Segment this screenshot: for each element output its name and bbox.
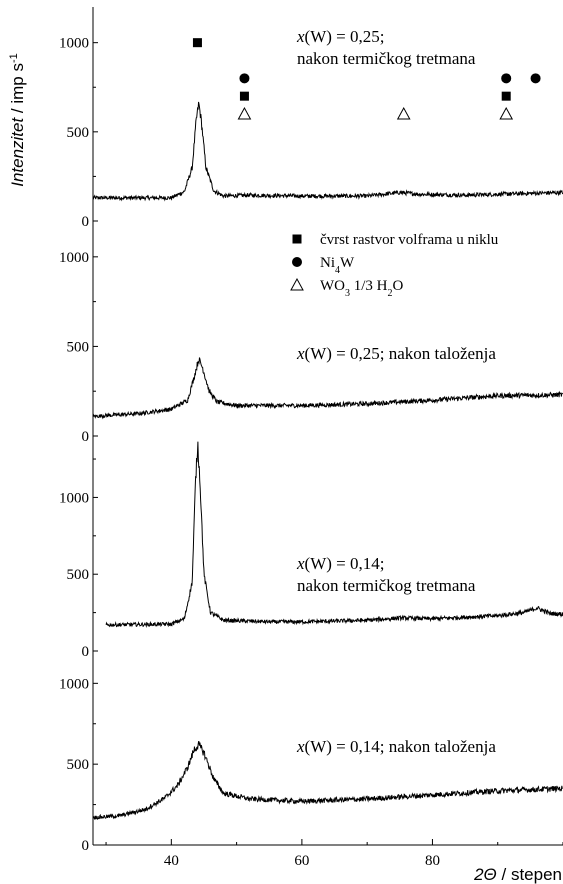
series-line [105, 441, 563, 628]
panel-1: 0 500 1000 x(W) = 0,25; nakon termičkog tret… [59, 7, 563, 230]
x-axis-label: 2Θ / stepen [473, 865, 562, 884]
legend-label: čvrst rastvor volframa u niklu [320, 232, 499, 248]
y-tick-label: 1000 [59, 490, 89, 506]
phase-marker-square [192, 38, 202, 48]
legend-label: Ni4W [320, 255, 355, 276]
sample-label: x(W) = 0,25; nakon taloženja [296, 344, 496, 363]
y-tick-label: 0 [82, 838, 90, 854]
x-tick-label: 80 [425, 853, 440, 869]
sample-label: x(W) = 0,14; nakon taloženja [296, 737, 496, 756]
sample-label: x(W) = 0,25; [296, 27, 384, 46]
phase-marker-triangle [396, 106, 411, 120]
x-tick-label: 60 [294, 853, 309, 869]
sample-label: x(W) = 0,14; [296, 554, 384, 573]
phase-marker-circle [239, 73, 250, 84]
panel-3: 0 500 1000 x(W) = 0,14; nakon termičkog tret… [59, 436, 563, 660]
y-tick-label: 1000 [59, 36, 89, 52]
phase-marker-circle [501, 73, 512, 84]
legend-marker-square [292, 234, 302, 244]
y-tick-label: 1000 [59, 676, 89, 692]
y-tick-label: 1000 [59, 250, 89, 266]
x-tick-label: 40 [164, 853, 179, 869]
y-tick-label: 500 [67, 125, 90, 141]
panel-2: 0 500 1000 x(W) = 0,25; nakon taloženja čvrs… [59, 221, 563, 445]
y-tick-label: 0 [82, 644, 90, 660]
y-tick-label: 500 [67, 567, 90, 583]
phase-marker-circle [530, 73, 541, 84]
series-line [92, 740, 563, 821]
y-tick-label: 500 [67, 339, 90, 355]
chart-panels: 0 500 1000 x(W) = 0,25; nakon termičkog tret… [59, 7, 563, 854]
legend-marker-triangle [290, 277, 304, 291]
y-tick-label: 0 [82, 214, 90, 230]
y-axis-label: Intenzitet / imp s-1 [8, 53, 27, 187]
phase-marker-triangle [499, 106, 514, 120]
phase-marker-square [501, 91, 511, 101]
y-tick-label: 0 [82, 429, 90, 445]
legend-marker-circle [292, 257, 302, 267]
phase-marker-square [239, 91, 249, 101]
sample-label: nakon termičkog tretmana [297, 49, 476, 68]
x-axis: 40 60 80 [93, 839, 563, 869]
y-tick-label: 500 [67, 757, 90, 773]
legend-label: WO3 1/3 H2O [320, 278, 404, 299]
panel-4: 0 500 1000 x(W) = 0,14; nakon taloženja [59, 651, 563, 854]
series-line [92, 101, 563, 202]
series-line [92, 357, 563, 420]
sample-label: nakon termičkog tretmana [297, 576, 476, 595]
phase-marker-triangle [237, 106, 252, 120]
